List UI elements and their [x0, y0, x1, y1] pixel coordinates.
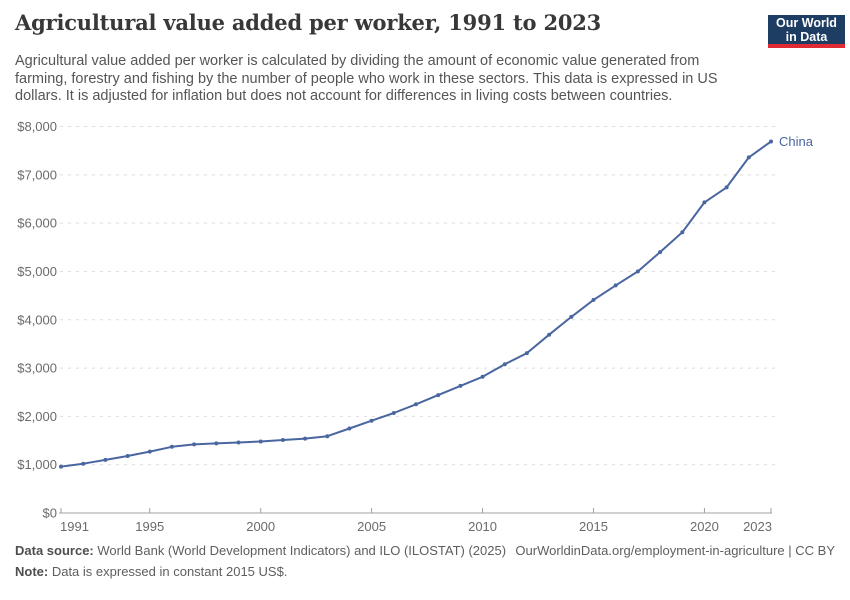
- data-source-text: World Bank (World Development Indicators…: [93, 543, 507, 558]
- series-label: China: [779, 134, 814, 149]
- x-tick-label: 2015: [579, 519, 608, 534]
- y-tick-label: $4,000: [17, 312, 57, 327]
- owid-logo-text-line1: Our World: [776, 16, 837, 30]
- x-tick-label: 1991: [60, 519, 89, 534]
- page-title: Agricultural value added per worker, 199…: [15, 10, 602, 35]
- chart-footer: Data source: World Bank (World Developme…: [15, 543, 835, 579]
- data-point: [702, 200, 707, 205]
- data-point: [103, 457, 108, 462]
- data-point: [347, 426, 352, 431]
- data-source: Data source: World Bank (World Developme…: [15, 543, 506, 558]
- y-tick-label: $7,000: [17, 167, 57, 182]
- x-tick-label: 2010: [468, 519, 497, 534]
- data-point: [280, 438, 285, 442]
- chart-note: Note: Data is expressed in constant 2015…: [15, 564, 835, 579]
- data-point: [81, 461, 86, 466]
- x-tick-label: 2020: [690, 519, 719, 534]
- data-point: [769, 139, 773, 144]
- line-chart: $0 $1,000 $2,000 $3,000 $4,000 $5,000 $6,000 $7…: [17, 119, 814, 534]
- data-point: [147, 449, 152, 454]
- data-point: [214, 441, 219, 446]
- x-tick-label: 1995: [135, 519, 164, 534]
- chart-note-text: Data is expressed in constant 2015 US$.: [48, 564, 288, 579]
- data-point: [613, 283, 618, 288]
- owid-logo-box: Our World in Data: [768, 15, 845, 44]
- data-point: [591, 297, 596, 302]
- data-line: [60, 140, 772, 468]
- data-point: [169, 444, 174, 449]
- data-point: [369, 418, 374, 423]
- data-point: [436, 393, 441, 398]
- x-tick-label: 2005: [357, 519, 386, 534]
- data-point: [125, 454, 130, 458]
- data-point: [391, 411, 396, 415]
- data-point: [569, 314, 574, 319]
- y-tick-label: $5,000: [17, 264, 57, 279]
- data-point: [746, 155, 751, 160]
- data-point: [635, 269, 640, 274]
- data-point: [303, 436, 308, 441]
- x-tick-label: 2023: [743, 519, 772, 534]
- data-point: [524, 351, 529, 356]
- data-source-label: Data source:: [15, 543, 94, 558]
- chart-note-label: Note:: [15, 564, 49, 579]
- data-point: [502, 362, 507, 367]
- data-point: [192, 442, 197, 447]
- data-point: [236, 440, 241, 445]
- data-point: [414, 402, 418, 407]
- y-tick-label: $1,000: [17, 457, 57, 472]
- y-tick-label: $3,000: [17, 361, 57, 376]
- y-tick-label: $0: [43, 506, 57, 521]
- data-point: [325, 434, 330, 439]
- data-point: [658, 250, 663, 255]
- data-point: [480, 374, 485, 379]
- owid-citation-link[interactable]: OurWorldinData.org/employment-in-agricul…: [515, 543, 835, 558]
- data-point: [59, 464, 63, 469]
- data-point: [680, 230, 685, 235]
- data-point: [258, 439, 263, 444]
- chart-subtitle: Agricultural value added per worker is c…: [15, 53, 718, 105]
- y-tick-label: $8,000: [17, 119, 57, 134]
- owid-logo-text-line2: in Data: [785, 30, 828, 44]
- x-tick-label: 2000: [246, 519, 275, 534]
- data-point: [724, 185, 729, 190]
- owid-logo[interactable]: Our World in Data: [768, 15, 845, 48]
- data-point: [458, 383, 463, 388]
- data-point: [547, 332, 552, 337]
- y-tick-label: $6,000: [17, 216, 57, 231]
- y-tick-label: $2,000: [17, 409, 57, 424]
